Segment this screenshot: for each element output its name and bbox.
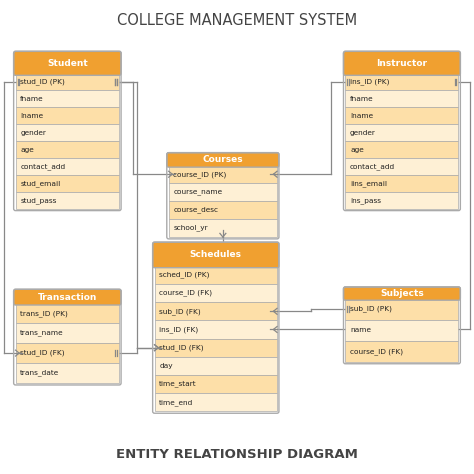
Bar [155,320,277,338]
Bar [346,124,458,141]
Text: ENTITY RELATIONSHIP DIAGRAM: ENTITY RELATIONSHIP DIAGRAM [116,448,358,461]
Text: trans_name: trans_name [20,330,64,337]
FancyBboxPatch shape [14,289,121,305]
Text: course_ID (FK): course_ID (FK) [159,290,212,296]
Bar [16,124,119,141]
Bar [16,343,119,363]
Text: course_ID (PK): course_ID (PK) [173,171,227,178]
Text: trans_ID (PK): trans_ID (PK) [20,310,68,317]
Text: Transaction: Transaction [37,292,97,301]
Bar [155,375,277,393]
Bar [16,158,119,175]
FancyBboxPatch shape [14,51,121,75]
Bar [155,338,277,357]
Text: fname: fname [20,96,44,102]
Bar [155,393,277,411]
Text: trans_date: trans_date [20,370,60,376]
Text: sched_ID (PK): sched_ID (PK) [159,272,210,278]
Bar [346,91,458,107]
Text: stud_pass: stud_pass [20,197,56,204]
Bar [16,175,119,192]
FancyBboxPatch shape [344,51,460,75]
Text: course_desc: course_desc [173,207,219,213]
Bar [346,319,458,341]
Text: Subjects: Subjects [380,289,424,298]
Text: Schedules: Schedules [190,250,242,259]
Text: Instructor: Instructor [376,59,428,68]
Text: Courses: Courses [202,155,243,164]
Bar [16,192,119,209]
FancyBboxPatch shape [153,242,279,268]
Bar [346,341,458,362]
Text: fname: fname [350,96,374,102]
Text: ins_ID (PK): ins_ID (PK) [350,79,390,85]
Text: sub_ID (PK): sub_ID (PK) [350,306,392,312]
Text: age: age [350,146,364,153]
Bar [346,192,458,209]
Bar [155,284,277,302]
Bar [16,363,119,383]
Text: contact_add: contact_add [350,163,395,170]
Bar [346,73,458,91]
Bar [169,201,277,219]
Text: lname: lname [20,113,43,118]
Text: course_ID (FK): course_ID (FK) [350,348,403,355]
FancyBboxPatch shape [167,153,279,167]
Text: stud_ID (FK): stud_ID (FK) [20,350,65,356]
Text: ins_pass: ins_pass [350,197,381,204]
Text: stud_ID (FK): stud_ID (FK) [159,344,204,351]
Bar [346,141,458,158]
Text: gender: gender [350,129,376,136]
Bar [155,266,277,284]
Text: COLLEGE MANAGEMENT SYSTEM: COLLEGE MANAGEMENT SYSTEM [117,13,357,28]
Text: iins_email: iins_email [350,180,387,187]
Text: ins_ID (FK): ins_ID (FK) [159,326,199,333]
Bar [16,323,119,343]
Bar [346,158,458,175]
Bar [16,91,119,107]
Bar [169,165,277,183]
Text: contact_add: contact_add [20,163,65,170]
Text: sub_ID (FK): sub_ID (FK) [159,308,201,315]
Bar [16,141,119,158]
Text: school_yr: school_yr [173,225,208,231]
Text: stud_ID (PK): stud_ID (PK) [20,79,65,85]
Bar [155,302,277,320]
Bar [16,303,119,323]
Text: age: age [20,146,34,153]
Text: course_name: course_name [173,189,222,195]
Text: time_start: time_start [159,381,197,387]
Bar [169,219,277,237]
Bar [16,107,119,124]
Text: time_end: time_end [159,399,193,406]
Bar [169,183,277,201]
Bar [346,298,458,319]
FancyBboxPatch shape [344,287,460,300]
Text: name: name [350,327,371,333]
Text: gender: gender [20,129,46,136]
Bar [155,357,277,375]
Text: stud_email: stud_email [20,180,61,187]
Bar [346,107,458,124]
Text: day: day [159,363,173,369]
Text: lname: lname [350,113,373,118]
Bar [16,73,119,91]
Text: Student: Student [47,59,88,68]
Bar [346,175,458,192]
